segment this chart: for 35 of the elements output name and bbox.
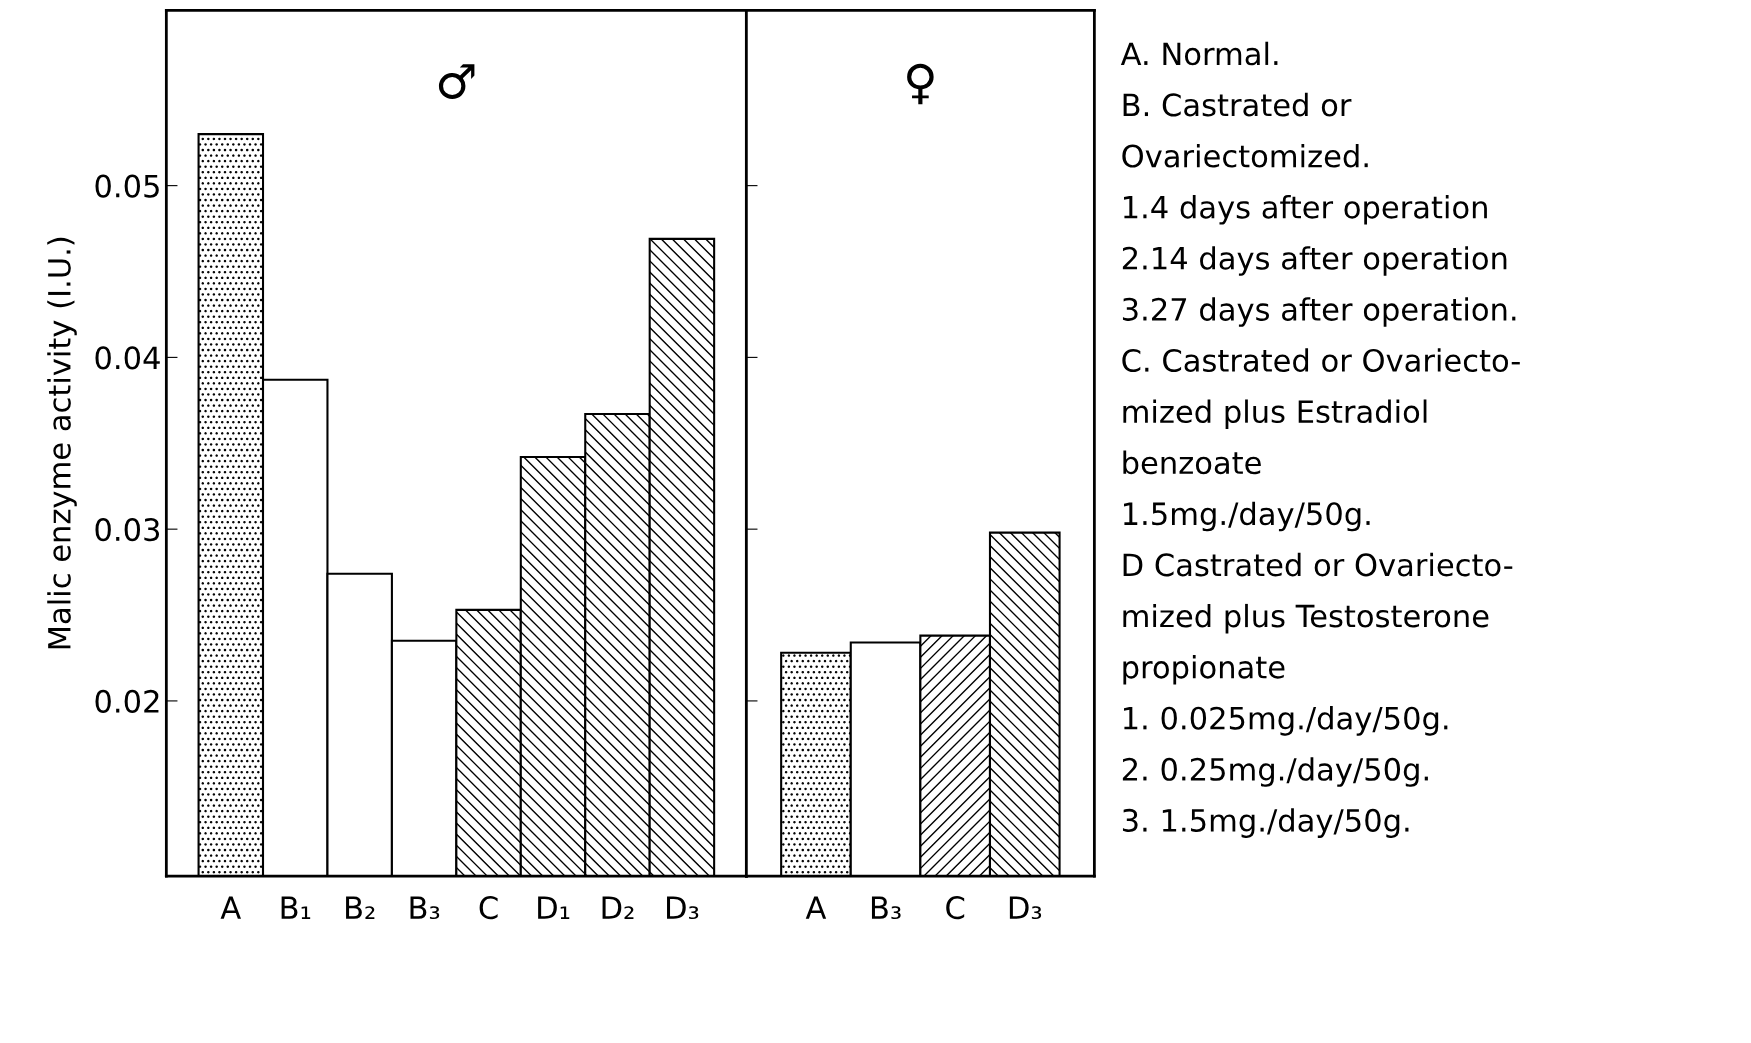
x-tick-label: B₂	[346, 896, 375, 919]
text: mized plus Testosterone	[1123, 603, 1489, 634]
x-tick-label: B₃	[871, 896, 901, 920]
text: ♀	[907, 63, 934, 105]
text: Ovariectomized.	[1122, 143, 1368, 168]
x-tick-label: C	[946, 896, 965, 920]
x-tick-label: A	[220, 896, 241, 919]
x-tick-label: D₂	[602, 896, 634, 919]
y-tick-label: 0.04	[95, 346, 160, 370]
text: 1. 0.025mg./day/50g.	[1124, 706, 1448, 736]
x-tick-label: D₃	[667, 896, 699, 920]
text: 3.27 days after operation.	[1122, 297, 1516, 327]
text: benzoate	[1123, 450, 1261, 475]
text: 1.4 days after operation	[1124, 195, 1487, 225]
text: 2.14 days after operation	[1122, 246, 1507, 276]
text: A. Normal.	[1120, 41, 1278, 66]
text: 3. 1.5mg./day/50g.	[1122, 808, 1409, 838]
y-axis-title: Malic enzyme activity (I.U.)	[47, 237, 77, 649]
text: mized plus Estradiol	[1123, 399, 1427, 430]
x-tick-label: D₃	[1009, 896, 1042, 920]
x-tick-label: B₁	[281, 896, 311, 919]
text: ♂	[438, 64, 475, 99]
y-tick-label: 0.05	[95, 174, 159, 198]
x-tick-label: B₃	[410, 896, 440, 920]
x-tick-label: C	[479, 896, 498, 920]
y-tick-label: 0.03	[95, 518, 160, 542]
y-tick-label: 0.02	[95, 689, 159, 713]
text: B. Castrated or	[1123, 92, 1352, 117]
text: 2. 0.25mg./day/50g.	[1122, 757, 1428, 787]
text: C. Castrated or Ovariecto-	[1122, 348, 1520, 373]
text: D Castrated or Ovariecto-	[1123, 552, 1513, 577]
x-tick-label: D₁	[538, 896, 570, 919]
x-tick-label: A	[805, 896, 827, 919]
text: propionate	[1123, 655, 1285, 685]
text: 1.5mg./day/50g.	[1124, 501, 1370, 532]
